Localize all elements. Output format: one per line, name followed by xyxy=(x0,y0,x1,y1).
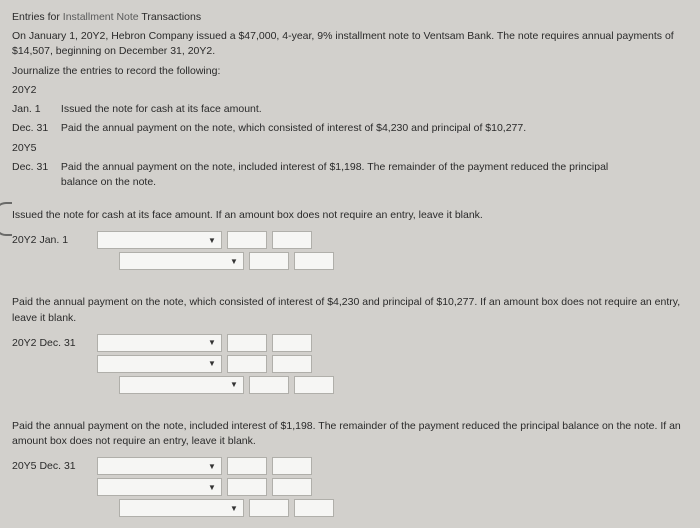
chevron-down-icon: ▼ xyxy=(208,483,216,492)
line-dec31-1: Dec. 31 Paid the annual payment on the n… xyxy=(12,121,688,136)
entry-date-1: 20Y2 Jan. 1 xyxy=(12,231,94,246)
journal-entry-3: 20Y5 Dec. 31 ▼ ▼ ▼ xyxy=(12,457,688,520)
account-select-2c[interactable]: ▼ xyxy=(119,376,244,394)
chevron-down-icon: ▼ xyxy=(208,359,216,368)
date-label: Dec. 31 xyxy=(12,160,58,175)
chevron-down-icon: ▼ xyxy=(208,462,216,471)
chevron-down-icon: ▼ xyxy=(230,257,238,266)
date-label: Jan. 1 xyxy=(12,102,58,117)
entry-date-3: 20Y5 Dec. 31 xyxy=(12,457,94,472)
credit-input-3c[interactable] xyxy=(294,499,334,517)
year-heading-1: 20Y2 xyxy=(12,83,688,98)
bracket-icon xyxy=(0,202,12,236)
credit-input-2b[interactable] xyxy=(272,355,312,373)
credit-input-3a[interactable] xyxy=(272,457,312,475)
credit-input-2a[interactable] xyxy=(272,334,312,352)
account-select-1b[interactable]: ▼ xyxy=(119,252,244,270)
account-select-3a[interactable]: ▼ xyxy=(97,457,222,475)
credit-input-1a[interactable] xyxy=(272,231,312,249)
prompt-1: Issued the note for cash at its face amo… xyxy=(12,208,688,223)
entry-date-2: 20Y2 Dec. 31 xyxy=(12,334,94,349)
line-text: Paid the annual payment on the note, whi… xyxy=(61,122,526,134)
page-container: Entries for Installment Note Transaction… xyxy=(0,0,700,528)
prompt-3: Paid the annual payment on the note, inc… xyxy=(12,419,688,449)
account-select-2b[interactable]: ▼ xyxy=(97,355,222,373)
line-jan1: Jan. 1 Issued the note for cash at its f… xyxy=(12,102,688,117)
date-label: Dec. 31 xyxy=(12,121,58,136)
credit-input-1b[interactable] xyxy=(294,252,334,270)
account-select-3c[interactable]: ▼ xyxy=(119,499,244,517)
title-suffix: Transactions xyxy=(139,11,201,23)
debit-input-1b[interactable] xyxy=(249,252,289,270)
title-link[interactable]: Installment Note xyxy=(63,11,139,23)
prompt-2: Paid the annual payment on the note, whi… xyxy=(12,295,688,325)
journal-entry-2: 20Y2 Dec. 31 ▼ ▼ ▼ xyxy=(12,334,688,397)
debit-input-2a[interactable] xyxy=(227,334,267,352)
debit-input-2c[interactable] xyxy=(249,376,289,394)
intro-text: On January 1, 20Y2, Hebron Company issue… xyxy=(12,29,688,59)
journal-entry-1: 20Y2 Jan. 1 ▼ ▼ xyxy=(12,231,688,273)
debit-input-1a[interactable] xyxy=(227,231,267,249)
exercise-title: Entries for Installment Note Transaction… xyxy=(12,10,688,25)
debit-input-3b[interactable] xyxy=(227,478,267,496)
account-select-3b[interactable]: ▼ xyxy=(97,478,222,496)
chevron-down-icon: ▼ xyxy=(208,236,216,245)
instruction-text: Journalize the entries to record the fol… xyxy=(12,64,688,79)
debit-input-2b[interactable] xyxy=(227,355,267,373)
credit-input-2c[interactable] xyxy=(294,376,334,394)
line-dec31-2: Dec. 31 Paid the annual payment on the n… xyxy=(12,160,688,190)
year-heading-2: 20Y5 xyxy=(12,141,688,156)
debit-input-3c[interactable] xyxy=(249,499,289,517)
debit-input-3a[interactable] xyxy=(227,457,267,475)
account-select-2a[interactable]: ▼ xyxy=(97,334,222,352)
account-select-1a[interactable]: ▼ xyxy=(97,231,222,249)
chevron-down-icon: ▼ xyxy=(230,504,238,513)
line-text: Paid the annual payment on the note, inc… xyxy=(61,160,641,190)
chevron-down-icon: ▼ xyxy=(208,338,216,347)
line-text: Issued the note for cash at its face amo… xyxy=(61,103,262,115)
title-prefix: Entries for xyxy=(12,11,63,23)
chevron-down-icon: ▼ xyxy=(230,380,238,389)
credit-input-3b[interactable] xyxy=(272,478,312,496)
